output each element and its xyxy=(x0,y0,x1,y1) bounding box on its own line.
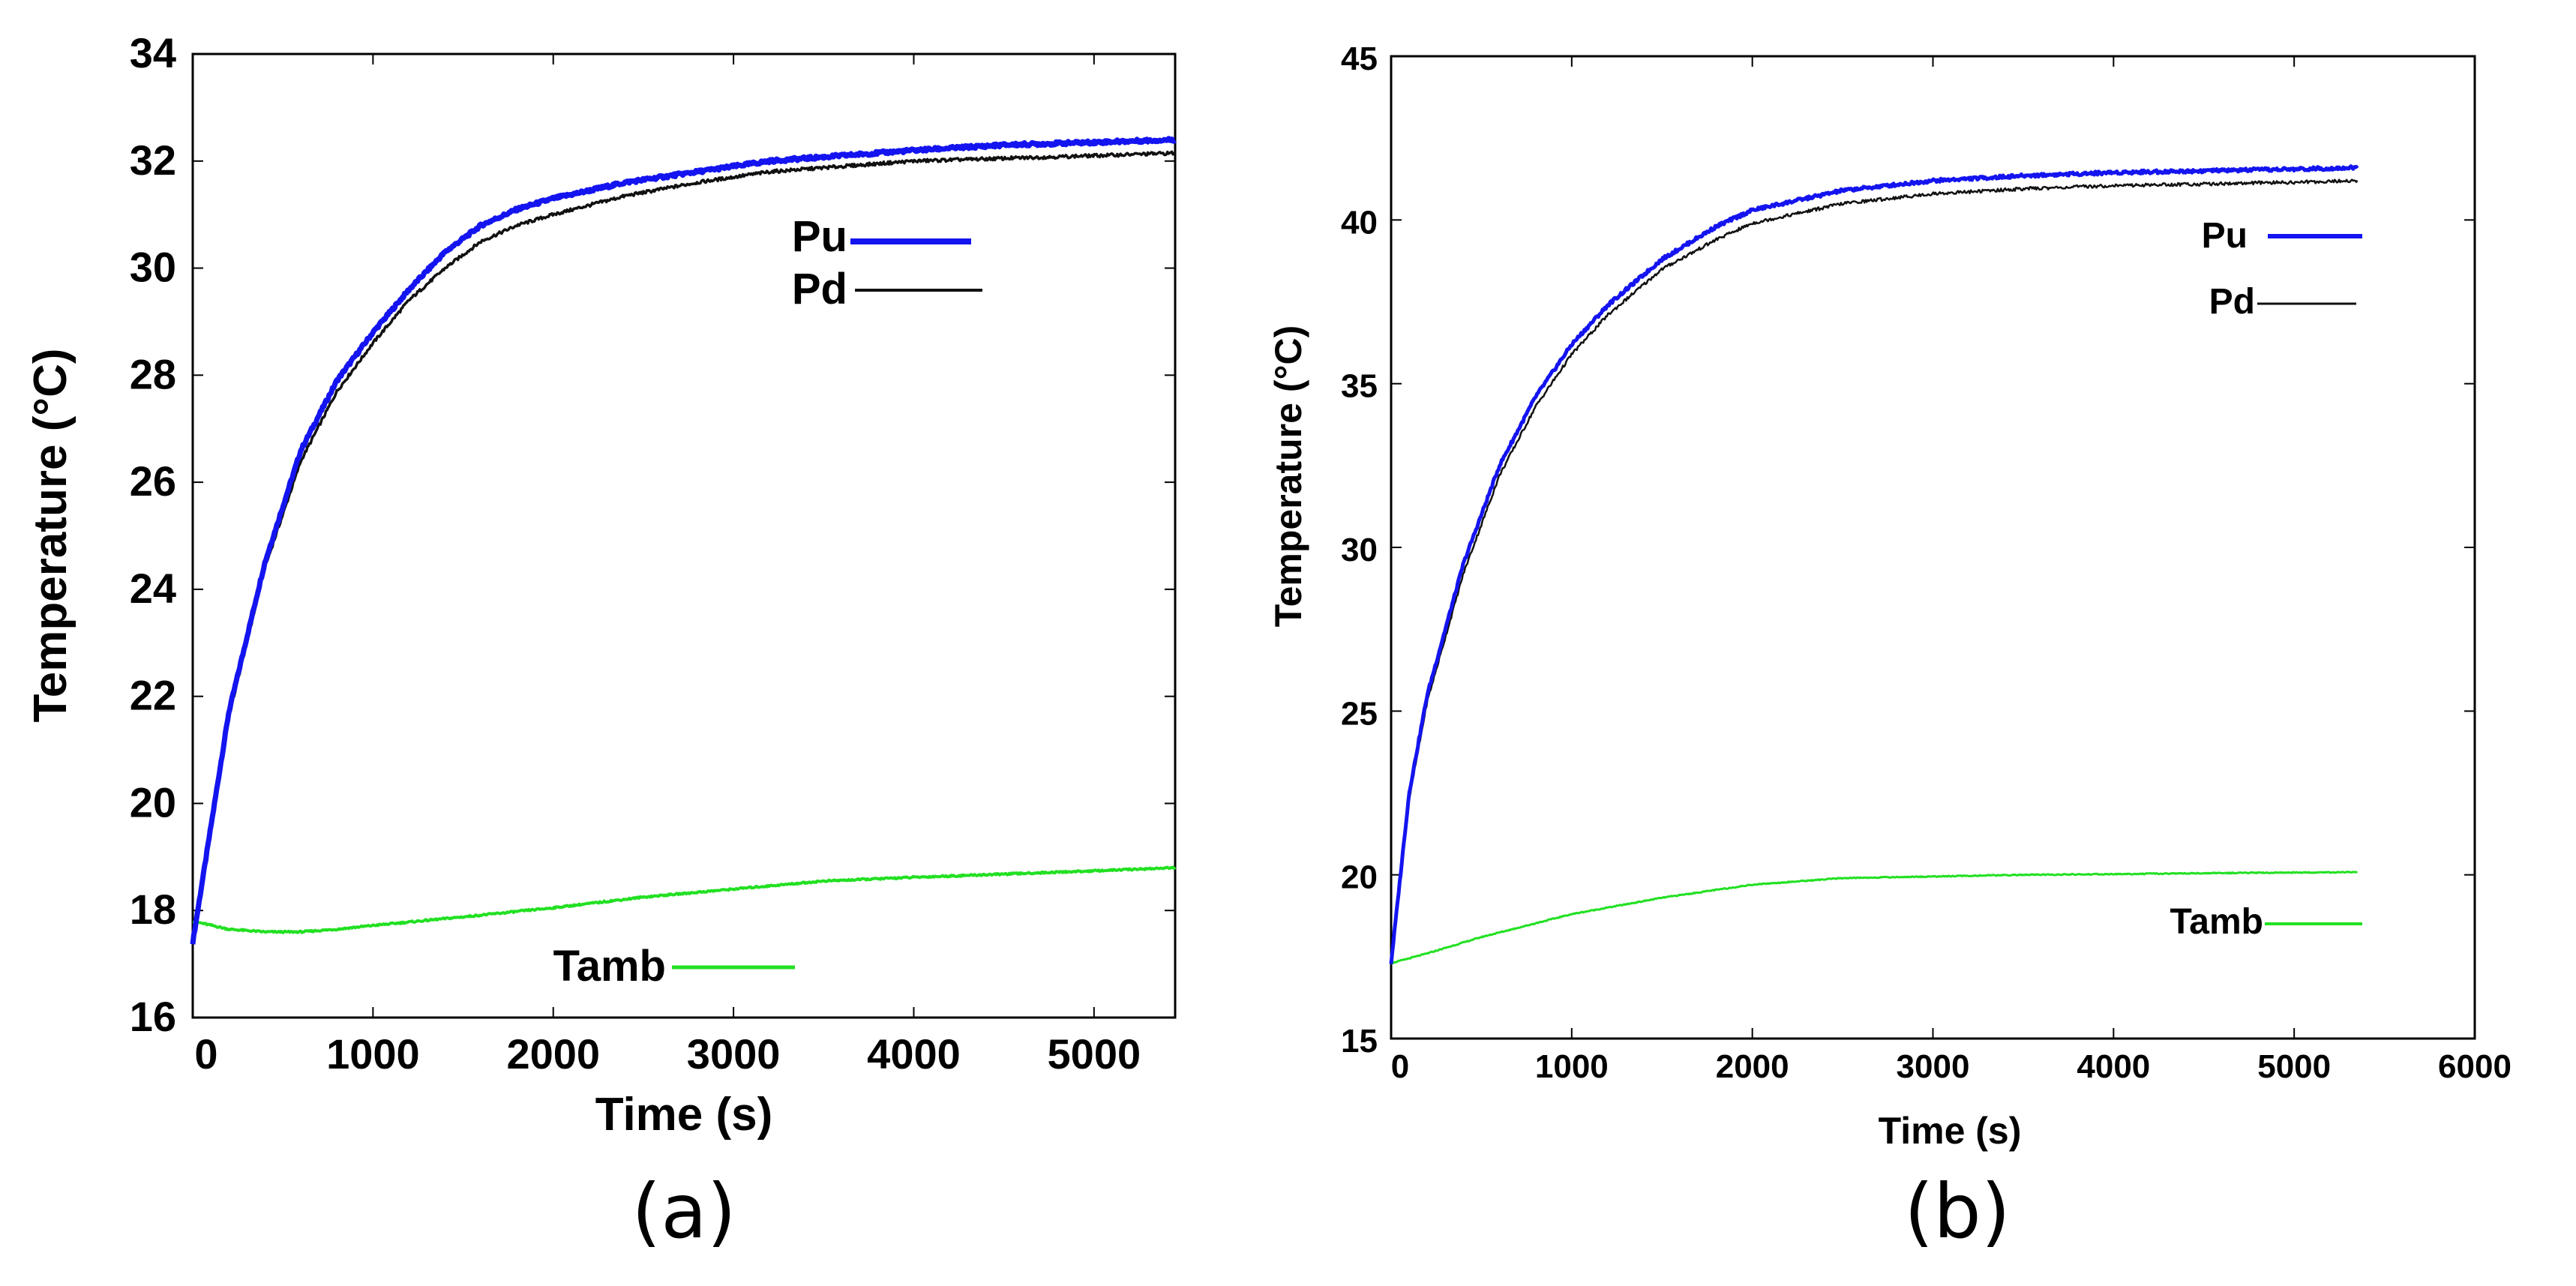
chart-a-xtick-label: 5000 xyxy=(1048,1030,1141,1078)
chart-b-xlabel: Time (s) xyxy=(1879,1110,2022,1152)
chart-b-xtick-label: 6000 xyxy=(2438,1048,2512,1085)
chart-b-ytick-label: 30 xyxy=(1341,532,1378,568)
chart-a-series-line-pd xyxy=(191,150,1177,944)
chart-b-legend-label-pu: Pu xyxy=(2202,216,2248,256)
chart-b-series-line-pd xyxy=(1390,178,2359,964)
chart-b-xtick-label: 3000 xyxy=(1897,1048,1970,1085)
chart-a-legend-label-pd: Pd xyxy=(792,265,847,313)
chart-a-ytick-label: 20 xyxy=(130,778,176,826)
chart-a-legend-label-pu: Pu xyxy=(792,212,847,261)
chart-b-ytick-label: 40 xyxy=(1341,204,1378,241)
chart-a-caption: (a) xyxy=(631,1168,736,1255)
chart-b-ytick-label: 15 xyxy=(1341,1023,1378,1060)
chart-a-ytick-label: 28 xyxy=(130,350,176,397)
chart-a-ytick-label: 26 xyxy=(130,457,176,505)
chart-a-xtick-label: 2000 xyxy=(506,1030,600,1078)
chart-b-ticks: 0 1000 2000 3000 4000 5000 6000 15 20 25 30 35 40 45 xyxy=(1341,40,2512,1085)
chart-a-ytick-label: 30 xyxy=(130,244,176,291)
chart-b-ylabel: Temperature (°C) xyxy=(1267,325,1309,627)
chart-a-series-line-tamb xyxy=(192,865,1177,934)
chart-a-series-line-pu xyxy=(190,136,1177,945)
chart-b-xtick-label: 2000 xyxy=(1716,1048,1789,1085)
chart-b-xtick-label: 5000 xyxy=(2257,1048,2331,1085)
chart-b-ytick-label: 35 xyxy=(1341,368,1378,405)
chart-b-xtick-label: 0 xyxy=(1391,1048,1409,1085)
chart-a-ytick-label: 34 xyxy=(130,29,176,76)
chart-a-xtick-label: 0 xyxy=(194,1030,217,1078)
chart-a-xtick-label: 4000 xyxy=(867,1030,961,1078)
chart-b-ytick-label: 25 xyxy=(1341,695,1378,732)
chart-b-series-line-pu xyxy=(1389,164,2359,964)
chart-b-ytick-label: 45 xyxy=(1341,40,1378,77)
chart-a-ticks: 0 1000 2000 3000 4000 5000 16 18 20 22 24 26 28 30 32 3… xyxy=(130,29,1175,1078)
chart-a-ytick-label: 22 xyxy=(130,672,176,719)
chart-panel-b: 0 1000 2000 3000 4000 5000 600015202530354045 … xyxy=(1267,40,2512,1255)
chart-b-xtick-label: 4000 xyxy=(2077,1048,2150,1085)
chart-a-ytick-label: 32 xyxy=(130,136,176,184)
chart-a-ytick-label: 24 xyxy=(130,565,176,612)
chart-a-xtick-label: 1000 xyxy=(326,1030,420,1078)
chart-a-ytick-label: 18 xyxy=(130,886,176,933)
chart-a-xlabel: Time (s) xyxy=(595,1089,773,1141)
chart-b-xtick-label: 1000 xyxy=(1535,1048,1609,1085)
chart-b-legend-label-tamb: Tamb xyxy=(2170,902,2263,942)
chart-b-caption: (b) xyxy=(1904,1168,2011,1255)
chart-a-series xyxy=(190,136,1177,945)
chart-a-ylabel: Temperature (°C) xyxy=(25,348,76,722)
chart-a-plot-frame xyxy=(191,52,1177,1019)
chart-b-series-line-tamb xyxy=(1390,871,2358,965)
chart-b-plot-frame xyxy=(1390,55,2476,1040)
chart-a-ytick-label: 16 xyxy=(130,993,176,1040)
chart-b-legend-label-pd: Pd xyxy=(2209,282,2255,322)
chart-b-ytick-label: 20 xyxy=(1341,859,1378,896)
chart-b-series xyxy=(1389,164,2359,965)
chart-a-xtick-label: 3000 xyxy=(687,1030,781,1078)
chart-panel-a: 0 1000 2000 3000 4000 5000 16 18 20 22 24 26 28 30 32 3… xyxy=(25,29,1177,1255)
chart-a-legend-label-tamb: Tamb xyxy=(553,942,666,991)
